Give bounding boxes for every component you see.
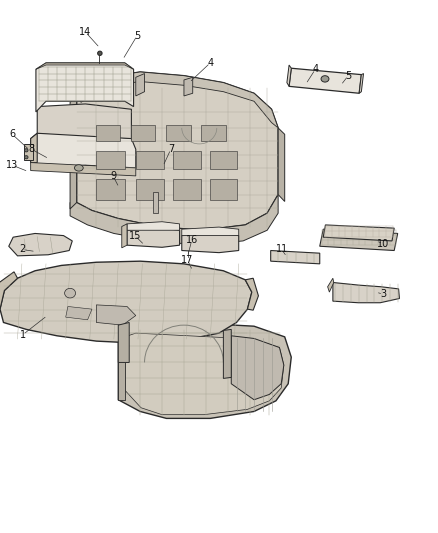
Text: 2: 2 — [19, 245, 25, 254]
Polygon shape — [210, 179, 237, 200]
Text: 15: 15 — [129, 231, 141, 240]
Polygon shape — [231, 336, 284, 400]
Polygon shape — [166, 125, 191, 141]
Text: 13: 13 — [6, 160, 18, 170]
Polygon shape — [184, 77, 193, 96]
Text: 5: 5 — [134, 31, 140, 41]
Polygon shape — [0, 272, 18, 309]
Polygon shape — [210, 151, 237, 169]
Polygon shape — [289, 68, 361, 93]
Polygon shape — [118, 362, 125, 400]
Polygon shape — [173, 179, 201, 200]
Text: 16: 16 — [186, 235, 198, 245]
Polygon shape — [31, 163, 136, 176]
Text: 4: 4 — [207, 58, 213, 68]
Polygon shape — [36, 63, 134, 112]
Text: 9: 9 — [110, 171, 116, 181]
Text: 4: 4 — [312, 64, 318, 74]
Polygon shape — [328, 278, 334, 292]
Ellipse shape — [74, 165, 83, 171]
Ellipse shape — [25, 156, 28, 159]
Polygon shape — [131, 125, 155, 141]
Polygon shape — [153, 192, 158, 213]
Polygon shape — [70, 96, 77, 209]
Polygon shape — [77, 72, 278, 128]
Polygon shape — [31, 133, 136, 168]
Polygon shape — [127, 228, 180, 247]
Text: 14: 14 — [79, 27, 92, 37]
Text: 8: 8 — [28, 144, 35, 154]
Ellipse shape — [98, 51, 102, 55]
Ellipse shape — [321, 76, 329, 82]
Polygon shape — [182, 227, 239, 236]
Polygon shape — [70, 195, 278, 245]
Polygon shape — [37, 104, 131, 139]
Polygon shape — [271, 251, 320, 264]
Polygon shape — [127, 222, 180, 230]
Text: 7: 7 — [168, 144, 174, 154]
Text: 17: 17 — [181, 255, 194, 265]
Polygon shape — [201, 125, 226, 141]
Polygon shape — [323, 225, 394, 241]
Text: 3: 3 — [380, 289, 386, 299]
Text: 6: 6 — [9, 130, 15, 139]
Polygon shape — [24, 144, 33, 160]
Ellipse shape — [65, 288, 75, 298]
Polygon shape — [31, 133, 37, 163]
Polygon shape — [96, 179, 125, 200]
Polygon shape — [223, 329, 231, 378]
Polygon shape — [122, 224, 127, 248]
Polygon shape — [96, 125, 120, 141]
Polygon shape — [320, 229, 398, 251]
Polygon shape — [287, 65, 291, 86]
Polygon shape — [136, 74, 145, 96]
Polygon shape — [245, 278, 258, 310]
Polygon shape — [359, 74, 364, 93]
Polygon shape — [333, 282, 399, 303]
Ellipse shape — [25, 149, 28, 152]
Polygon shape — [77, 72, 278, 230]
Polygon shape — [36, 63, 134, 69]
Polygon shape — [136, 179, 164, 200]
Polygon shape — [0, 261, 252, 343]
Polygon shape — [118, 322, 129, 362]
Text: 1: 1 — [20, 330, 26, 340]
Polygon shape — [182, 233, 239, 253]
Polygon shape — [96, 151, 125, 169]
Text: 11: 11 — [276, 245, 288, 254]
Polygon shape — [125, 333, 284, 415]
Text: 5: 5 — [345, 71, 351, 80]
Text: 10: 10 — [377, 239, 389, 248]
Polygon shape — [66, 306, 92, 320]
Polygon shape — [278, 128, 285, 201]
Polygon shape — [9, 233, 72, 256]
Polygon shape — [136, 151, 164, 169]
Polygon shape — [118, 320, 291, 418]
Polygon shape — [96, 305, 136, 325]
Polygon shape — [173, 151, 201, 169]
